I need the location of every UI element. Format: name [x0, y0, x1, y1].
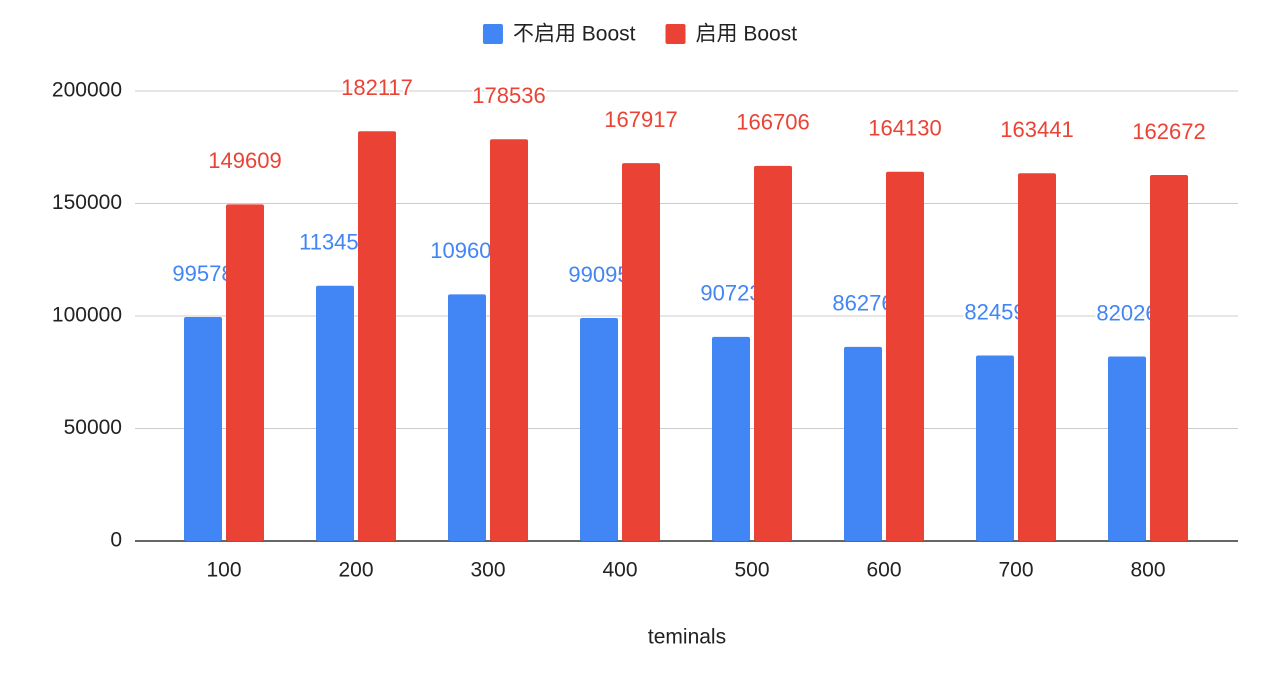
value-label: 164130 [868, 116, 941, 141]
x-tick-label: 500 [734, 559, 769, 582]
bar [1150, 174, 1188, 541]
y-tick-label: 200000 [52, 79, 122, 102]
value-label: 90723 [700, 281, 761, 306]
value-label: 82459 [964, 299, 1025, 324]
value-label: 99578 [172, 261, 233, 286]
bar [1018, 173, 1056, 541]
bar [184, 316, 222, 541]
value-label: 166706 [736, 110, 809, 135]
x-tick-label: 700 [998, 559, 1033, 582]
x-tick-label: 100 [206, 559, 241, 582]
bar [226, 204, 264, 541]
x-tick-label: 300 [470, 559, 505, 582]
x-tick-label: 800 [1130, 559, 1165, 582]
bar [886, 171, 924, 541]
value-label: 162672 [1132, 119, 1205, 144]
value-label: 82026 [1096, 300, 1157, 325]
legend-swatch [482, 24, 503, 44]
y-tick-label: 0 [110, 529, 122, 552]
value-label: 99095 [568, 262, 629, 287]
bar [622, 163, 660, 541]
y-tick-label: 50000 [64, 416, 122, 439]
value-label: 163441 [1000, 117, 1073, 142]
bar [754, 165, 792, 541]
y-tick-label: 100000 [52, 304, 122, 327]
value-label: 182117 [341, 75, 413, 100]
legend-label: 不启用 Boost [513, 23, 636, 46]
bar [976, 355, 1014, 541]
value-label: 167917 [604, 107, 677, 132]
bar [712, 336, 750, 541]
value-label: 86276 [832, 291, 893, 316]
bar [358, 131, 396, 541]
x-tick-label: 400 [602, 559, 637, 582]
value-label: 149609 [208, 148, 281, 173]
bar [448, 294, 486, 541]
x-tick-label: 600 [866, 559, 901, 582]
bar [1108, 356, 1146, 541]
legend-label: 启用 Boost [696, 23, 798, 46]
y-tick-label: 150000 [52, 191, 122, 214]
bar [580, 318, 618, 541]
x-tick-label: 200 [338, 559, 373, 582]
bar [316, 285, 354, 541]
x-axis-title: teminals [648, 626, 726, 649]
bar [844, 346, 882, 541]
legend-swatch [665, 24, 686, 44]
bar [490, 139, 528, 541]
value-label: 178536 [472, 83, 545, 108]
